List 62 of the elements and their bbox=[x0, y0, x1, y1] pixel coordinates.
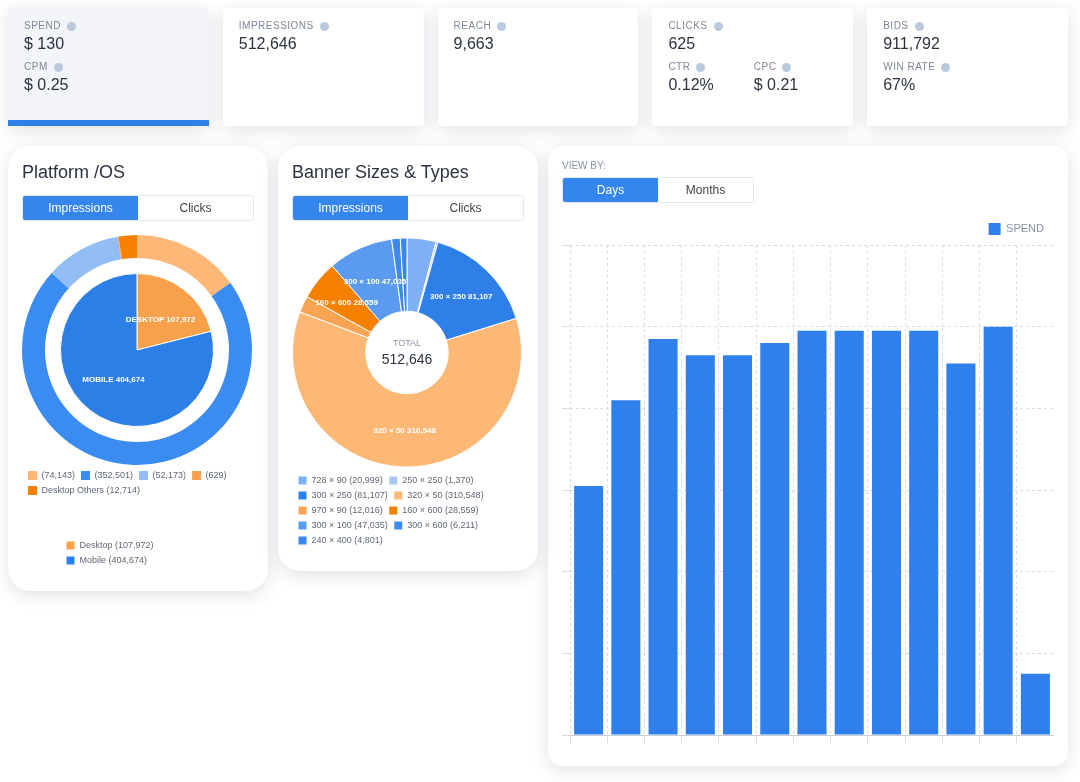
text: CPM bbox=[24, 61, 49, 72]
text: CLICKS bbox=[668, 20, 709, 31]
bar bbox=[760, 343, 790, 735]
text: REACH bbox=[453, 20, 493, 31]
text: 512,646 bbox=[381, 351, 433, 368]
legend-label: Mobile (404,674) bbox=[79, 554, 148, 565]
text: Impressions bbox=[293, 196, 408, 220]
text: 625 bbox=[668, 35, 697, 53]
legend-label: 300 × 100 (47,035) bbox=[311, 519, 388, 530]
text: $ 0.21 bbox=[753, 76, 799, 94]
legend-label: 320 × 50 (310,548) bbox=[407, 489, 484, 500]
text: Clicks bbox=[138, 196, 253, 220]
bar bbox=[611, 400, 641, 735]
bar bbox=[983, 326, 1013, 735]
bar bbox=[574, 485, 604, 735]
text: SPEND bbox=[24, 20, 62, 31]
legend-label: Desktop (107,972) bbox=[79, 539, 154, 550]
bar bbox=[946, 363, 976, 735]
legend-label: Desktop Others (12,714) bbox=[41, 484, 141, 495]
legend-label: (52,173) bbox=[152, 469, 187, 480]
legend-label: 728 × 90 (20,999) bbox=[311, 474, 383, 485]
text: 512,646 bbox=[238, 35, 298, 53]
legend-label: 300 × 250 (81,107) bbox=[311, 489, 388, 500]
legend-label: 970 × 90 (12,016) bbox=[311, 504, 383, 515]
text: 9,663 bbox=[453, 35, 495, 53]
legend-label: 240 × 400 (4,801) bbox=[311, 534, 383, 545]
bar bbox=[909, 330, 939, 735]
data-label: 320 × 50 310,548 bbox=[373, 425, 437, 435]
bar bbox=[834, 330, 864, 735]
text: Impressions bbox=[23, 196, 138, 220]
data-label: MOBILE 404,674 bbox=[82, 375, 146, 385]
chart-title: Banner Sizes & Types bbox=[292, 162, 470, 183]
text: $ 0.25 bbox=[24, 76, 69, 94]
text: Clicks bbox=[408, 196, 523, 220]
data-label: 300 × 250 81,107 bbox=[430, 291, 494, 301]
text: 67% bbox=[883, 76, 917, 94]
bar bbox=[648, 338, 678, 735]
legend-label: (74,143) bbox=[41, 469, 76, 480]
text: VIEW BY: bbox=[562, 160, 607, 171]
bar bbox=[685, 355, 715, 735]
text: CPC bbox=[753, 61, 778, 72]
text: Days bbox=[563, 178, 658, 202]
legend-label: 250 × 250 (1,370) bbox=[402, 474, 474, 485]
bar bbox=[797, 330, 827, 735]
legend-label: 160 × 600 (28,559) bbox=[402, 504, 479, 515]
chart-title: Platform /OS bbox=[22, 162, 127, 183]
text: WIN RATE bbox=[883, 61, 937, 72]
bar bbox=[871, 330, 901, 735]
bar bbox=[1020, 673, 1050, 735]
text: $ 130 bbox=[24, 35, 66, 53]
legend-label: SPEND bbox=[1006, 222, 1045, 235]
text: CTR bbox=[668, 61, 692, 72]
text: IMPRESSIONS bbox=[238, 20, 315, 31]
text: 911,792 bbox=[883, 35, 940, 53]
text: TOTAL bbox=[392, 337, 422, 348]
legend-label: (352,501) bbox=[94, 469, 134, 480]
bar bbox=[723, 355, 753, 735]
legend-label: 300 × 600 (6,211) bbox=[407, 519, 478, 530]
legend-label: (629) bbox=[205, 469, 227, 480]
text: 0.12% bbox=[668, 76, 714, 94]
text: Months bbox=[658, 178, 753, 202]
text: BIDS bbox=[883, 20, 910, 31]
